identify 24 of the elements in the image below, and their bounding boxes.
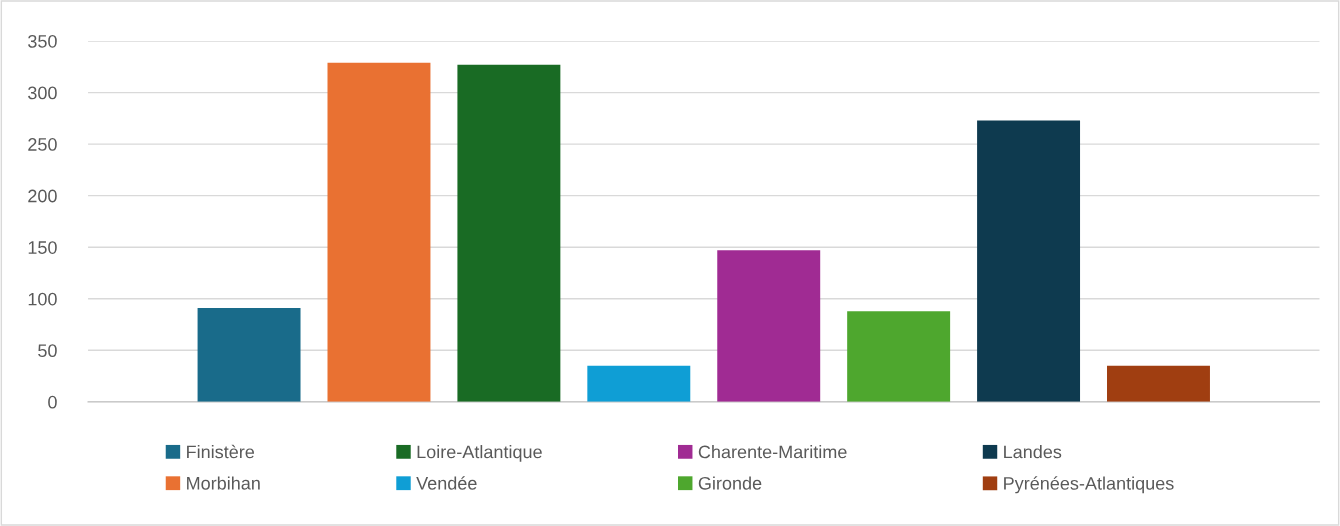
- bar: [1107, 365, 1210, 402]
- legend-label: Finistère: [187, 444, 255, 459]
- legend-label: Charente-Maritime: [698, 445, 847, 459]
- legend-label: Gironde: [698, 476, 762, 490]
- bar: [717, 250, 821, 402]
- y-tick-label: 100: [28, 292, 57, 306]
- y-tick-label: 300: [28, 86, 57, 100]
- legend-label: Pyrénées-Atlantiques: [1004, 476, 1174, 494]
- bar: [977, 120, 1081, 402]
- bar: [847, 311, 951, 402]
- legend-label: Vendée: [416, 476, 477, 490]
- legend-label: Morbihan: [187, 476, 260, 490]
- bar: [327, 62, 431, 402]
- bar: [587, 365, 691, 402]
- bar: [197, 308, 301, 402]
- y-tick-label: 200: [28, 189, 57, 203]
- y-tick-label: 150: [28, 241, 57, 254]
- y-tick-label: 0: [48, 395, 57, 409]
- y-tick-label: 250: [28, 138, 57, 151]
- y-tick-label: 50: [38, 344, 57, 358]
- y-tick-label: 350: [28, 34, 57, 48]
- legend-label: Loire-Atlantique: [417, 445, 542, 462]
- bar: [457, 64, 561, 402]
- legend-label: Landes: [1004, 445, 1062, 459]
